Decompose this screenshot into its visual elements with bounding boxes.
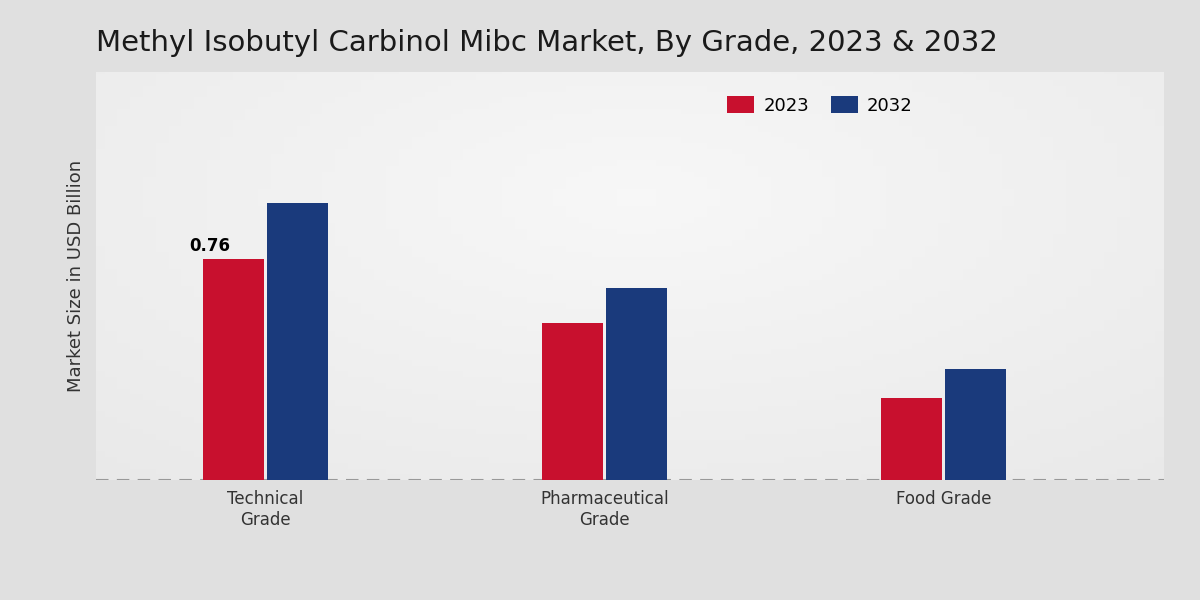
Bar (946, 369, 1007, 480)
Y-axis label: Market Size in USD Billion: Market Size in USD Billion (67, 160, 85, 392)
Bar (268, 203, 329, 480)
Text: Methyl Isobutyl Carbinol Mibc Market, By Grade, 2023 & 2032: Methyl Isobutyl Carbinol Mibc Market, By… (96, 29, 998, 57)
Bar (203, 259, 264, 480)
Text: 0.76: 0.76 (188, 237, 230, 255)
Bar (881, 398, 942, 480)
Legend: 2023, 2032: 2023, 2032 (720, 89, 920, 122)
Bar (542, 323, 602, 480)
Bar (606, 287, 667, 480)
